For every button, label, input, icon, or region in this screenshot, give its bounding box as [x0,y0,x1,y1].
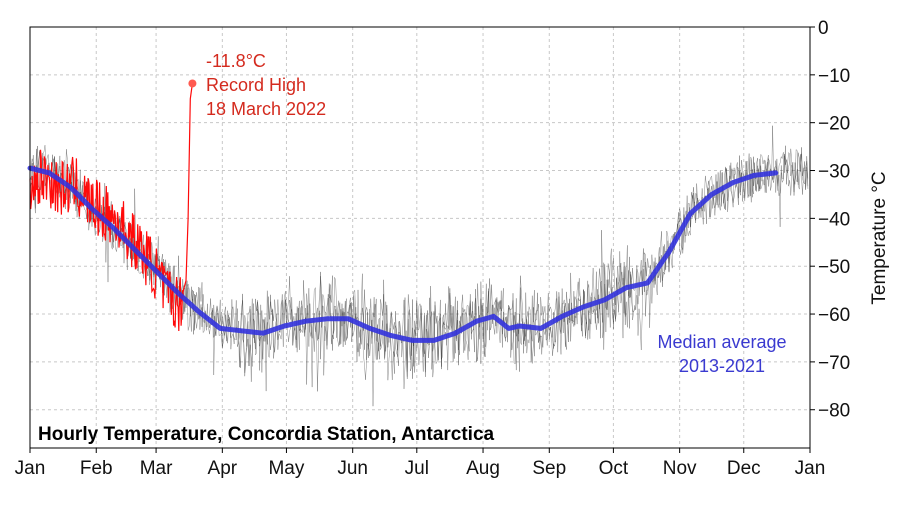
y-axis-label: Temperature °C [869,171,890,304]
chart-title: Hourly Temperature, Concordia Station, A… [38,424,495,445]
median-legend-line1: Median average [657,332,786,352]
x-tick-label: Dec [727,458,761,479]
x-tick-label: Jun [337,458,368,479]
x-tick-label: Jan [15,458,46,479]
axes [29,26,811,449]
median-legend-line2: 2013-2021 [679,356,765,376]
x-tick-label: Oct [599,458,629,479]
y-tick-label: −10 [818,66,850,87]
median-average-line [27,165,779,343]
y-tick-label: −50 [818,257,850,278]
y-tick-label: 0 [818,18,829,39]
x-tick-label: Apr [208,458,238,479]
x-tick-label: Aug [466,458,500,479]
y-tick-label: −40 [818,209,850,230]
y-tick-label: −80 [818,401,850,422]
hourly-history-trace [29,145,809,381]
tick-labels: Jan Feb Mar Apr May Jun Jul Aug Sep Oct Nov Dec Jan 0… [15,18,851,479]
x-tick-label: May [268,458,304,479]
x-tick-label: Nov [663,458,697,479]
y-tick-label: −20 [818,114,850,135]
record-high-label: Record High [206,75,306,95]
x-tick-label: Sep [532,458,566,479]
year-2022-trace [29,79,197,332]
y-tick-label: −30 [818,162,850,183]
plot-frame [29,26,811,449]
x-tick-label: Jul [405,458,429,479]
record-high-point [188,79,197,88]
record-value-label: -11.8°C [206,51,266,71]
median-series-line [27,165,779,343]
y-tick-label: −60 [818,305,850,326]
x-tick-label: Jan [795,458,826,479]
x-tick-label: Feb [80,458,113,479]
x-tick-label: Mar [140,458,173,479]
record-date-label: 18 March 2022 [206,99,326,119]
year-2022-line [29,83,193,332]
y-tick-label: −70 [818,353,850,374]
